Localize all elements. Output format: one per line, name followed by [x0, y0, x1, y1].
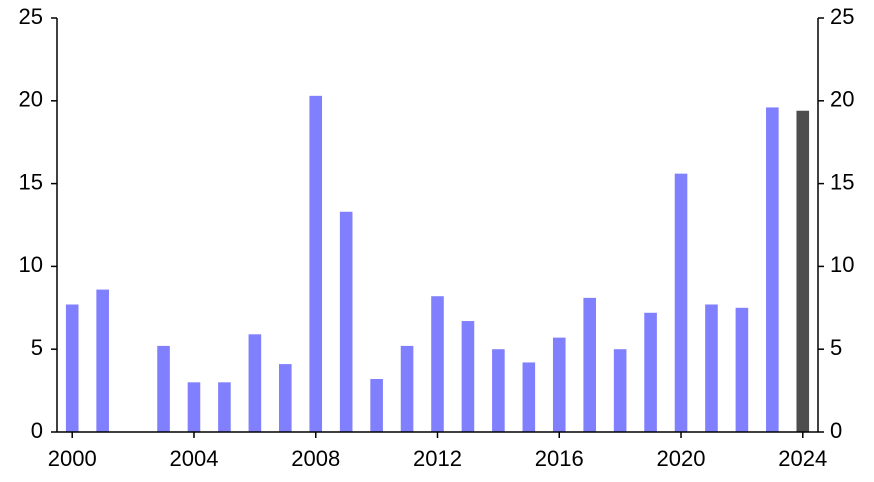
bar	[96, 289, 109, 432]
y-tick-label: 0	[31, 418, 43, 443]
bar	[248, 334, 262, 432]
bar	[65, 304, 79, 432]
y-tick-label: 5	[31, 335, 43, 360]
y-tick-label: 25	[19, 4, 43, 29]
x-tick-label: 2000	[48, 446, 97, 471]
y-tick-label: 15	[19, 169, 43, 194]
y2-tick-label: 10	[830, 252, 854, 277]
bar	[309, 95, 323, 432]
bar	[796, 110, 810, 433]
bar	[157, 345, 170, 432]
bar	[552, 337, 566, 432]
y2-tick-label: 5	[830, 335, 842, 360]
bar	[583, 297, 596, 432]
bar	[370, 379, 383, 432]
bar	[339, 211, 353, 432]
bar	[613, 349, 627, 432]
x-tick-label: 2012	[413, 446, 462, 471]
bar	[218, 382, 231, 432]
bar	[492, 349, 505, 432]
x-tick-label: 2008	[291, 446, 340, 471]
bar	[400, 345, 414, 432]
bar	[522, 362, 536, 432]
x-tick-label: 2016	[535, 446, 584, 471]
y2-tick-label: 25	[830, 4, 854, 29]
bar	[187, 382, 201, 432]
x-tick-label: 2024	[778, 446, 827, 471]
bar	[735, 307, 749, 432]
bar	[279, 364, 292, 432]
y2-tick-label: 0	[830, 418, 842, 443]
y-tick-label: 20	[19, 87, 43, 112]
x-tick-label: 2020	[657, 446, 706, 471]
y2-tick-label: 15	[830, 169, 854, 194]
x-tick-label: 2004	[170, 446, 219, 471]
bar	[431, 296, 444, 432]
y-tick-label: 10	[19, 252, 43, 277]
bar	[705, 304, 718, 432]
y2-tick-label: 20	[830, 87, 854, 112]
bar	[674, 173, 688, 432]
bar	[461, 321, 475, 432]
bar	[644, 312, 657, 432]
bar	[766, 107, 779, 432]
